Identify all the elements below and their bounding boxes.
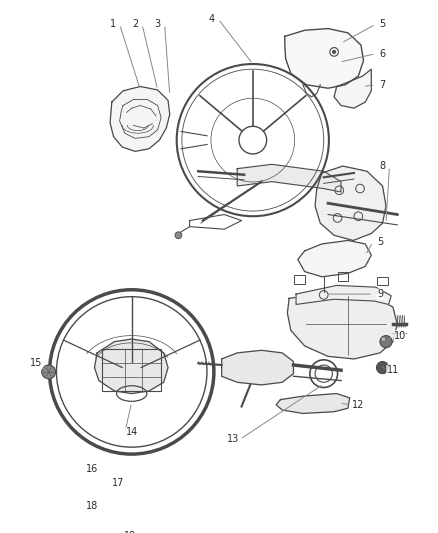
Polygon shape <box>333 69 371 108</box>
Text: 16: 16 <box>85 464 98 474</box>
Text: 5: 5 <box>376 237 382 247</box>
Text: 9: 9 <box>376 289 382 299</box>
Circle shape <box>42 365 56 379</box>
Circle shape <box>332 50 335 54</box>
Bar <box>377 277 387 286</box>
Text: 7: 7 <box>378 80 385 90</box>
Text: 4: 4 <box>208 14 214 24</box>
Polygon shape <box>110 86 170 151</box>
Bar <box>337 272 347 281</box>
Polygon shape <box>295 286 390 304</box>
Text: 5: 5 <box>378 19 385 29</box>
Text: 19: 19 <box>124 531 136 533</box>
Text: 11: 11 <box>386 365 398 375</box>
Text: 3: 3 <box>154 19 160 29</box>
Polygon shape <box>287 292 396 359</box>
Text: 14: 14 <box>125 427 138 438</box>
Text: 12: 12 <box>351 400 364 410</box>
Bar <box>293 275 304 284</box>
Polygon shape <box>314 166 385 240</box>
Bar <box>102 350 161 391</box>
Circle shape <box>379 336 391 348</box>
Text: 18: 18 <box>85 501 98 511</box>
Polygon shape <box>276 393 349 414</box>
Polygon shape <box>297 240 371 277</box>
Text: 17: 17 <box>111 478 124 488</box>
Text: 10: 10 <box>393 330 405 341</box>
Circle shape <box>376 361 388 374</box>
Text: 15: 15 <box>30 358 42 368</box>
Text: 13: 13 <box>226 434 238 445</box>
Text: 6: 6 <box>378 49 385 59</box>
Polygon shape <box>221 350 293 385</box>
Polygon shape <box>94 339 168 393</box>
Text: 2: 2 <box>132 19 138 29</box>
Text: 8: 8 <box>378 161 385 171</box>
Text: 1: 1 <box>110 19 116 29</box>
Circle shape <box>381 337 384 341</box>
Polygon shape <box>284 29 363 88</box>
Circle shape <box>175 232 181 239</box>
Polygon shape <box>237 164 340 192</box>
